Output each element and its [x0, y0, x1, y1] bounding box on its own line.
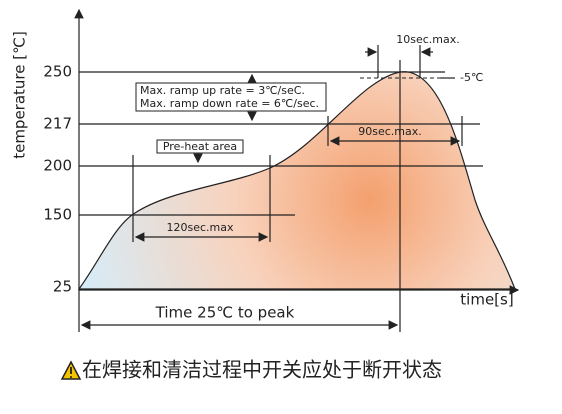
annotation: -5℃	[460, 71, 483, 84]
annotation: Max. ramp up rate = 3℃/seC.	[140, 84, 305, 97]
y-tick: 200	[43, 157, 72, 175]
annotation: Max. ramp down rate = 6℃/sec.	[140, 97, 319, 110]
warning-icon-dot	[70, 376, 72, 378]
annotation: Pre-heat area	[163, 140, 237, 153]
annotation: 10sec.max.	[396, 33, 460, 46]
y-tick: 150	[43, 206, 72, 224]
y-tick: 250	[43, 63, 72, 81]
y-tick: 25	[53, 278, 72, 296]
caption: 在焊接和清洁过程中开关应处于断开状态	[82, 358, 442, 382]
annotation: 90sec.max.	[358, 125, 422, 138]
note-box	[135, 82, 327, 112]
y-tick: 217	[43, 115, 72, 133]
annotation: 120sec.max	[166, 221, 233, 234]
note-box	[156, 139, 244, 154]
y-axis-label: temperature [℃]	[11, 31, 29, 159]
annotation: Time 25℃ to peak	[155, 304, 295, 322]
x-axis-label: time[s]	[460, 291, 513, 309]
